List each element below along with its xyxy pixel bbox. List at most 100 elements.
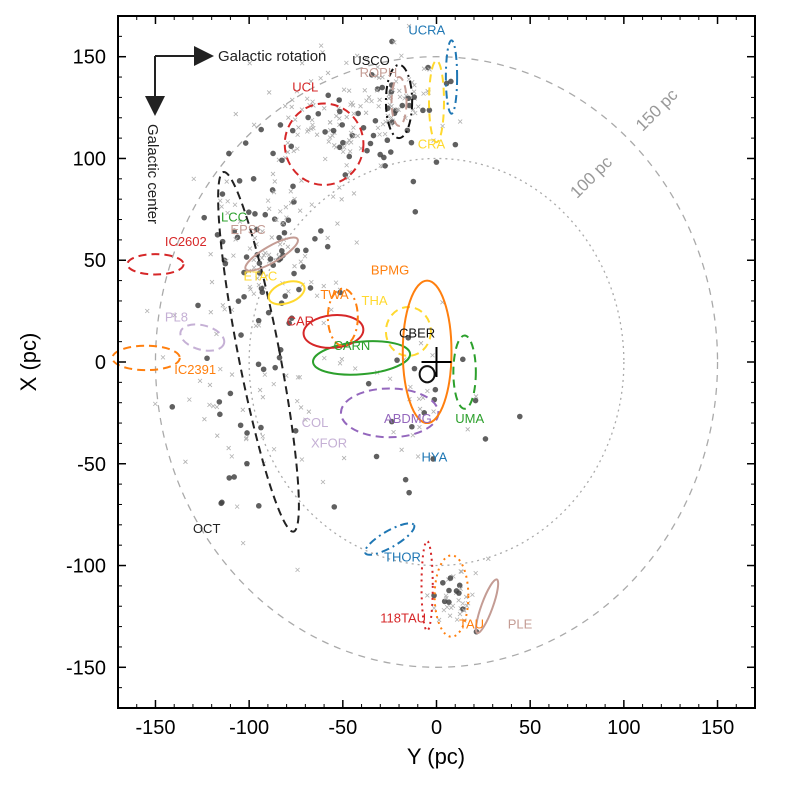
bg-cross-point bbox=[392, 40, 397, 45]
bg-dot-point bbox=[254, 226, 260, 233]
bg-cross-point bbox=[283, 204, 289, 210]
bg-dot-point bbox=[231, 474, 237, 480]
bg-dot-point bbox=[222, 260, 229, 267]
bg-cross-point bbox=[270, 171, 276, 177]
ellipse-roph bbox=[390, 76, 408, 127]
bg-dot-point bbox=[446, 599, 452, 605]
y-tick-label: -150 bbox=[66, 657, 106, 679]
bg-cross-point bbox=[397, 94, 403, 100]
bg-dot-point bbox=[355, 110, 361, 117]
bg-cross-point bbox=[306, 127, 311, 133]
bg-cross-point bbox=[295, 132, 300, 138]
bg-cross-point bbox=[382, 131, 388, 137]
bg-cross-point bbox=[335, 221, 340, 226]
bg-cross-point bbox=[320, 479, 326, 485]
bg-cross-point bbox=[397, 88, 402, 94]
bg-cross-point bbox=[377, 132, 382, 137]
bg-dot-point bbox=[276, 354, 283, 361]
bg-cross-point bbox=[297, 374, 303, 380]
bg-cross-point bbox=[271, 381, 277, 387]
bg-cross-point bbox=[347, 149, 353, 154]
bg-cross-point bbox=[334, 113, 339, 119]
bg-dot-point bbox=[482, 436, 489, 442]
bg-dot-point bbox=[241, 293, 247, 300]
bg-cross-point bbox=[314, 293, 320, 299]
bg-cross-point bbox=[271, 446, 277, 452]
bg-cross-point bbox=[329, 307, 334, 313]
bg-cross-point bbox=[441, 607, 447, 613]
bg-dot-point bbox=[276, 234, 282, 241]
bg-cross-point bbox=[326, 139, 332, 144]
bg-dot-point bbox=[337, 289, 343, 296]
bg-dot-point bbox=[282, 293, 289, 299]
bg-dot-point bbox=[292, 428, 299, 434]
ellipse-uma bbox=[452, 334, 477, 410]
bg-dot-point bbox=[238, 332, 244, 338]
bg-dot-point bbox=[318, 228, 324, 234]
sun-marker bbox=[421, 347, 452, 377]
bg-cross-point bbox=[450, 603, 456, 609]
bg-dot-point bbox=[281, 229, 288, 236]
bg-cross-point bbox=[262, 372, 268, 377]
bg-cross-point bbox=[341, 87, 347, 92]
background-points bbox=[144, 23, 523, 635]
bg-cross-point bbox=[322, 156, 328, 162]
ellipse-epsc bbox=[244, 236, 299, 272]
bg-cross-point bbox=[366, 95, 372, 100]
bg-cross-point bbox=[333, 144, 339, 150]
bg-cross-point bbox=[363, 110, 369, 116]
bg-dot-point bbox=[368, 71, 375, 78]
bg-cross-point bbox=[304, 96, 310, 102]
bg-dot-point bbox=[346, 153, 353, 160]
bg-cross-point bbox=[325, 70, 331, 76]
bg-cross-point bbox=[272, 179, 278, 184]
ellipse-etac bbox=[267, 280, 306, 306]
bg-dot-point bbox=[216, 399, 223, 405]
x-tick-label: -100 bbox=[229, 717, 269, 739]
bg-dot-point bbox=[406, 489, 412, 496]
bg-dot-point bbox=[255, 361, 262, 368]
bg-cross-point bbox=[415, 454, 421, 459]
bg-dot-point bbox=[227, 390, 234, 397]
y-tick-label: 50 bbox=[84, 250, 106, 272]
bg-cross-point bbox=[217, 366, 223, 372]
label-ucra: UCRA bbox=[408, 22, 445, 37]
bg-cross-point bbox=[344, 60, 349, 66]
label-twa: TWA bbox=[320, 287, 349, 302]
label-bpmg: BPMG bbox=[371, 262, 409, 277]
x-tick-label: 100 bbox=[607, 717, 640, 739]
bg-dot-point bbox=[377, 151, 384, 158]
bg-dot-point bbox=[325, 92, 332, 99]
bg-dot-point bbox=[339, 122, 346, 128]
bg-cross-point bbox=[251, 291, 257, 297]
bg-cross-point bbox=[456, 598, 461, 603]
bg-cross-point bbox=[234, 504, 240, 509]
bg-cross-point bbox=[322, 355, 327, 361]
bg-dot-point bbox=[242, 140, 249, 146]
bg-cross-point bbox=[244, 435, 249, 441]
bg-dot-point bbox=[204, 355, 210, 362]
bg-dot-point bbox=[300, 263, 306, 270]
ellipse-oct bbox=[217, 170, 300, 533]
bg-cross-point bbox=[285, 140, 291, 146]
bg-dot-point bbox=[246, 209, 252, 215]
bg-dot-point bbox=[370, 132, 377, 139]
bg-dot-point bbox=[218, 500, 225, 507]
bg-cross-point bbox=[465, 427, 471, 432]
rotation-label: Galactic rotation bbox=[218, 48, 326, 65]
bg-dot-point bbox=[336, 97, 342, 103]
bg-cross-point bbox=[308, 79, 314, 84]
y-tick-label: -100 bbox=[66, 556, 106, 578]
bg-dot-point bbox=[291, 199, 297, 205]
label-ucl: UCL bbox=[292, 79, 318, 94]
bg-dot-point bbox=[214, 231, 221, 238]
ellipse-ic2602 bbox=[126, 253, 185, 276]
bg-dot-point bbox=[331, 504, 338, 510]
bg-cross-point bbox=[348, 140, 354, 145]
bg-cross-point bbox=[303, 417, 308, 423]
bg-dot-point bbox=[374, 86, 381, 92]
label-epsc: EPSC bbox=[230, 222, 265, 237]
bg-dot-point bbox=[288, 315, 295, 321]
bg-cross-point bbox=[260, 229, 265, 234]
bg-cross-point bbox=[375, 125, 381, 131]
